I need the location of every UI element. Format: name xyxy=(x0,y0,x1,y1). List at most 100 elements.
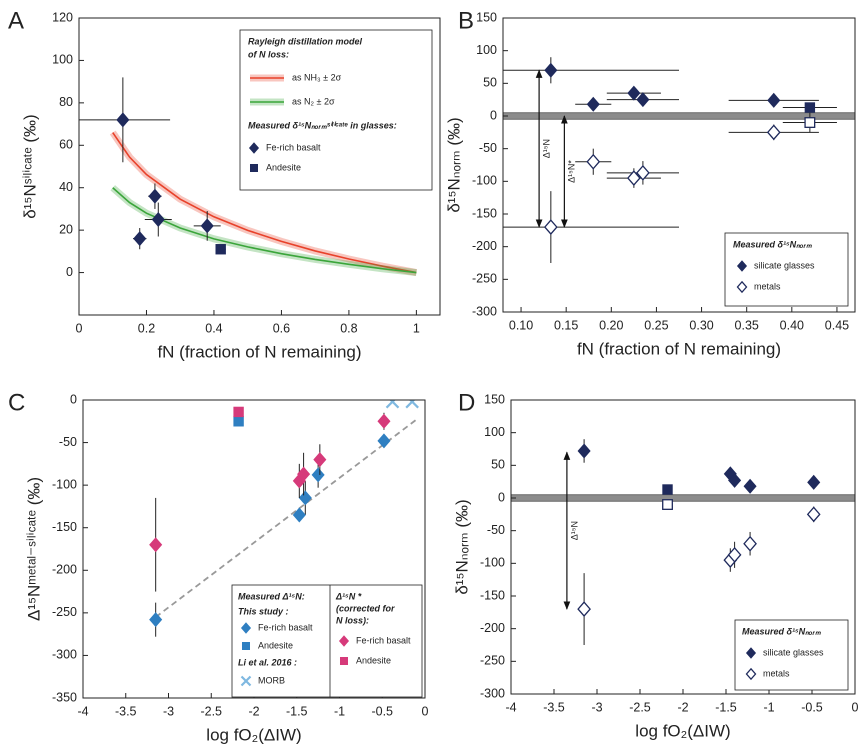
arrow-label: Δ¹⁵N xyxy=(569,521,579,540)
legend-swatch xyxy=(241,642,250,651)
legend-label: metals xyxy=(754,281,781,291)
marker xyxy=(292,507,306,523)
x-tick-label: -1.5 xyxy=(715,700,737,714)
legend-heading: of N loss: xyxy=(248,49,289,59)
marker xyxy=(727,546,742,563)
arrow-label: Δ¹⁵N xyxy=(541,139,551,158)
y-tick-label: 50 xyxy=(483,76,497,90)
legend-heading: Measured Δ¹⁵N: xyxy=(238,591,305,601)
marker xyxy=(377,413,391,429)
x-tick-label: -4 xyxy=(505,700,516,714)
y-tick-label: 0 xyxy=(70,392,77,406)
legend-label: Andesite xyxy=(356,655,391,665)
y-tick-label: 60 xyxy=(59,138,73,152)
marker xyxy=(149,537,163,553)
marker xyxy=(311,467,325,483)
marker xyxy=(298,490,312,506)
y-tick-label: -100 xyxy=(480,556,505,570)
legend-heading: N loss): xyxy=(336,615,369,625)
y-tick-label: 100 xyxy=(52,53,73,67)
x-tick-label: -1.5 xyxy=(286,704,308,718)
legend-heading: Measured δ¹⁵Nₙₒᵣₘ xyxy=(733,239,812,249)
x-tick-label: -2.5 xyxy=(200,704,222,718)
y-tick-label: -250 xyxy=(52,605,77,619)
marker xyxy=(297,466,311,482)
marker xyxy=(543,219,558,235)
x-tick-label: -3.5 xyxy=(543,700,565,714)
legend-swatch xyxy=(736,280,748,294)
y-tick-label: -300 xyxy=(472,304,497,318)
x-tick-label: -3 xyxy=(591,700,602,714)
x-tick-label: -2 xyxy=(677,700,688,714)
y-tick-label: -300 xyxy=(52,648,77,662)
marker xyxy=(313,452,327,468)
x-tick-label: -2.5 xyxy=(629,700,651,714)
x-tick-label: -4 xyxy=(77,704,88,718)
y-tick-label: 80 xyxy=(59,95,73,109)
legend-marker xyxy=(745,667,757,681)
plot-frame xyxy=(82,399,426,699)
marker xyxy=(728,472,742,488)
y-tick-label: -350 xyxy=(52,690,77,704)
marker xyxy=(743,535,757,552)
marker xyxy=(586,96,600,112)
legend-marker xyxy=(736,280,748,294)
legend-swatch xyxy=(240,675,252,687)
plot-frame xyxy=(510,399,856,695)
x-tick-label: -2 xyxy=(248,704,259,718)
legend-heading: (corrected for xyxy=(336,603,395,613)
y-tick-label: 150 xyxy=(476,10,497,24)
panel-letter: D xyxy=(458,389,475,416)
marker xyxy=(233,416,244,427)
y-tick-label: -200 xyxy=(52,563,77,577)
marker xyxy=(662,499,673,510)
x-tick-label: 0.20 xyxy=(599,318,623,332)
legend-label: Andesite xyxy=(258,640,293,650)
x-tick-label: 1 xyxy=(413,321,420,335)
marker xyxy=(149,612,163,628)
plot-frame xyxy=(78,17,441,316)
marker xyxy=(636,92,650,108)
y-tick-label: -250 xyxy=(480,654,505,668)
y-tick-label: -100 xyxy=(52,477,77,491)
trend-line xyxy=(155,418,417,618)
legend-marker xyxy=(338,635,350,647)
legend-label: Fe-rich basalt xyxy=(266,142,321,152)
y-axis-title: Δ¹⁵Nᵐᵉᵗᵃˡ⁻ˢⁱˡⁱᶜᵃᵗᵉ (‰) xyxy=(24,477,43,621)
legend-swatch xyxy=(240,622,252,634)
legend-label: MORB xyxy=(258,675,285,685)
legend-marker xyxy=(249,163,258,172)
x-axis-title: fN (fraction of N remaining) xyxy=(157,342,361,361)
y-axis-title: δ¹⁵Nₙₒᵣₘ (‰) xyxy=(452,499,471,594)
legend-swatch xyxy=(736,260,748,272)
x-tick-label: 0.8 xyxy=(340,321,357,335)
plot-area xyxy=(511,439,855,645)
marker xyxy=(116,112,130,128)
x-tick-label: 0.4 xyxy=(205,321,222,335)
marker xyxy=(405,400,419,409)
marker xyxy=(806,506,821,523)
legend-label: metals xyxy=(763,668,790,678)
plot-area xyxy=(149,400,419,637)
x-tick-label: 0 xyxy=(852,700,859,714)
legend-label: silicate glasses xyxy=(754,260,815,270)
marker xyxy=(627,170,641,186)
y-tick-label: -150 xyxy=(472,206,497,220)
x-axis-title: log fO₂(ΔIW) xyxy=(635,721,730,740)
y-tick-label: -200 xyxy=(480,621,505,635)
x-tick-label: -0.5 xyxy=(801,700,823,714)
legend-marker xyxy=(248,142,260,154)
marker xyxy=(148,188,162,204)
arrow-label: Δ¹⁵N* xyxy=(567,160,577,183)
y-tick-label: 0 xyxy=(498,490,505,504)
marker xyxy=(577,601,591,617)
legend-swatch xyxy=(248,142,260,154)
legend-swatch xyxy=(339,657,348,666)
marker xyxy=(200,218,214,234)
y-tick-label: -300 xyxy=(480,686,505,700)
x-tick-label: 0.35 xyxy=(735,318,759,332)
plot-area xyxy=(79,77,418,277)
zero-band xyxy=(503,112,855,120)
plot-frame xyxy=(502,17,856,313)
marker xyxy=(662,484,673,495)
